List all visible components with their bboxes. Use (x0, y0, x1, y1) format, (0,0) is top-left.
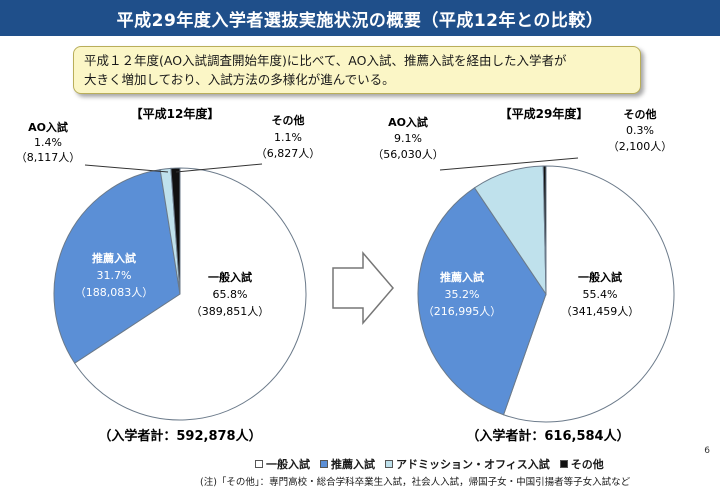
legend-label-other: その他 (570, 458, 604, 471)
summary-line-2: 大きく増加しており、入試方法の多様化が進んでいる。 (84, 72, 395, 87)
footnote: (注)「その他」：専門高校・総合学科卒業生入試，社会人入試，帰国子女・中国引揚者… (200, 477, 631, 488)
slice-label-percent-ao-h12: 1.4% (34, 136, 62, 149)
pie-chart-h29 (417, 165, 675, 423)
slice-label-count-rec-h12: （188,083人） (75, 286, 154, 299)
slice-label-count-rec-h29: （216,995人） (423, 305, 502, 318)
page-title: 平成29年度入学者選抜実施状況の概要（平成12年との比較） (0, 0, 720, 36)
total-label-h29: （入学者計：616,584人） (466, 428, 629, 444)
pie-title-h29: 【平成29年度】 (500, 106, 589, 121)
legend-item-general: 一般入試 (255, 456, 310, 472)
page-number: 6 (704, 446, 710, 456)
slice-label-count-ao-h12: （8,117人） (16, 151, 81, 164)
slice-label-name-rec-h29: 推薦入試 (440, 270, 484, 284)
slice-label-name-other-h29: その他 (624, 107, 657, 121)
slice-label-name-rec-h12: 推薦入試 (92, 251, 136, 265)
summary-line-1: 平成１２年度(AO入試調査開始年度)に比べて、AO入試、推薦入試を経由した入学者… (84, 53, 567, 68)
slice-label-name-ao-h12: AO入試 (28, 120, 68, 134)
leader-line-ao-h12 (84, 164, 169, 173)
slice-label-count-gen-h29: （341,459人） (561, 305, 640, 318)
legend-item-recommendation: 推薦入試 (320, 456, 375, 472)
slice-label-count-gen-h12: （389,851人） (191, 305, 270, 318)
slice-label-name-gen-h29: 一般入試 (578, 270, 622, 284)
slice-label-count-other-h12: （6,827人） (256, 147, 321, 160)
legend-label-general: 一般入試 (266, 458, 310, 471)
legend-item-other: その他 (559, 456, 604, 472)
slice-label-percent-other-h29: 0.3% (626, 124, 654, 137)
legend-item-admission-office: アドミッション・オフィス入試 (385, 456, 550, 472)
slice-label-percent-rec-h12: 31.7% (97, 269, 132, 282)
comparison-arrow-icon (332, 250, 394, 326)
pie-slice-other-h12 (170, 167, 181, 295)
slice-label-count-ao-h29: （56,030人） (372, 148, 444, 161)
pie-slice-recommendation-h12 (53, 169, 181, 364)
slice-label-name-gen-h12: 一般入試 (208, 270, 252, 284)
pie-title-h12: 【平成12年度】 (131, 106, 220, 121)
leader-line-h29 (439, 157, 579, 171)
slice-label-percent-other-h12: 1.1% (274, 131, 302, 144)
pie-slice-other-h29 (542, 165, 547, 295)
legend-swatch-general (255, 460, 263, 468)
legend-swatch-recommendation (320, 460, 328, 468)
slice-label-percent-ao-h29: 9.1% (394, 132, 422, 145)
slice-label-count-other-h29: （2,100人） (608, 140, 673, 153)
legend-swatch-other (559, 460, 568, 468)
slice-label-percent-gen-h29: 55.4% (583, 288, 618, 301)
legend-label-admission-office: アドミッション・オフィス入試 (396, 458, 550, 471)
pie-slice-general-h12 (73, 167, 307, 421)
pie-chart-h12 (53, 167, 307, 421)
summary-box: 平成１２年度(AO入試調査開始年度)に比べて、AO入試、推薦入試を経由した入学者… (73, 46, 641, 94)
pie-slice-recommendation-h29 (417, 187, 547, 416)
slice-label-percent-gen-h12: 65.8% (213, 288, 248, 301)
leader-line-other-h12 (175, 163, 263, 173)
legend-label-recommendation: 推薦入試 (331, 458, 375, 471)
slice-label-name-other-h12: その他 (272, 113, 305, 127)
total-label-h12: （入学者計：592,878人） (98, 428, 261, 444)
legend-swatch-admission-office (385, 460, 393, 468)
legend: 一般入試 推薦入試 アドミッション・オフィス入試 その他 (255, 457, 695, 471)
slice-label-name-ao-h29: AO入試 (388, 115, 428, 129)
slice-label-percent-rec-h29: 35.2% (445, 288, 480, 301)
